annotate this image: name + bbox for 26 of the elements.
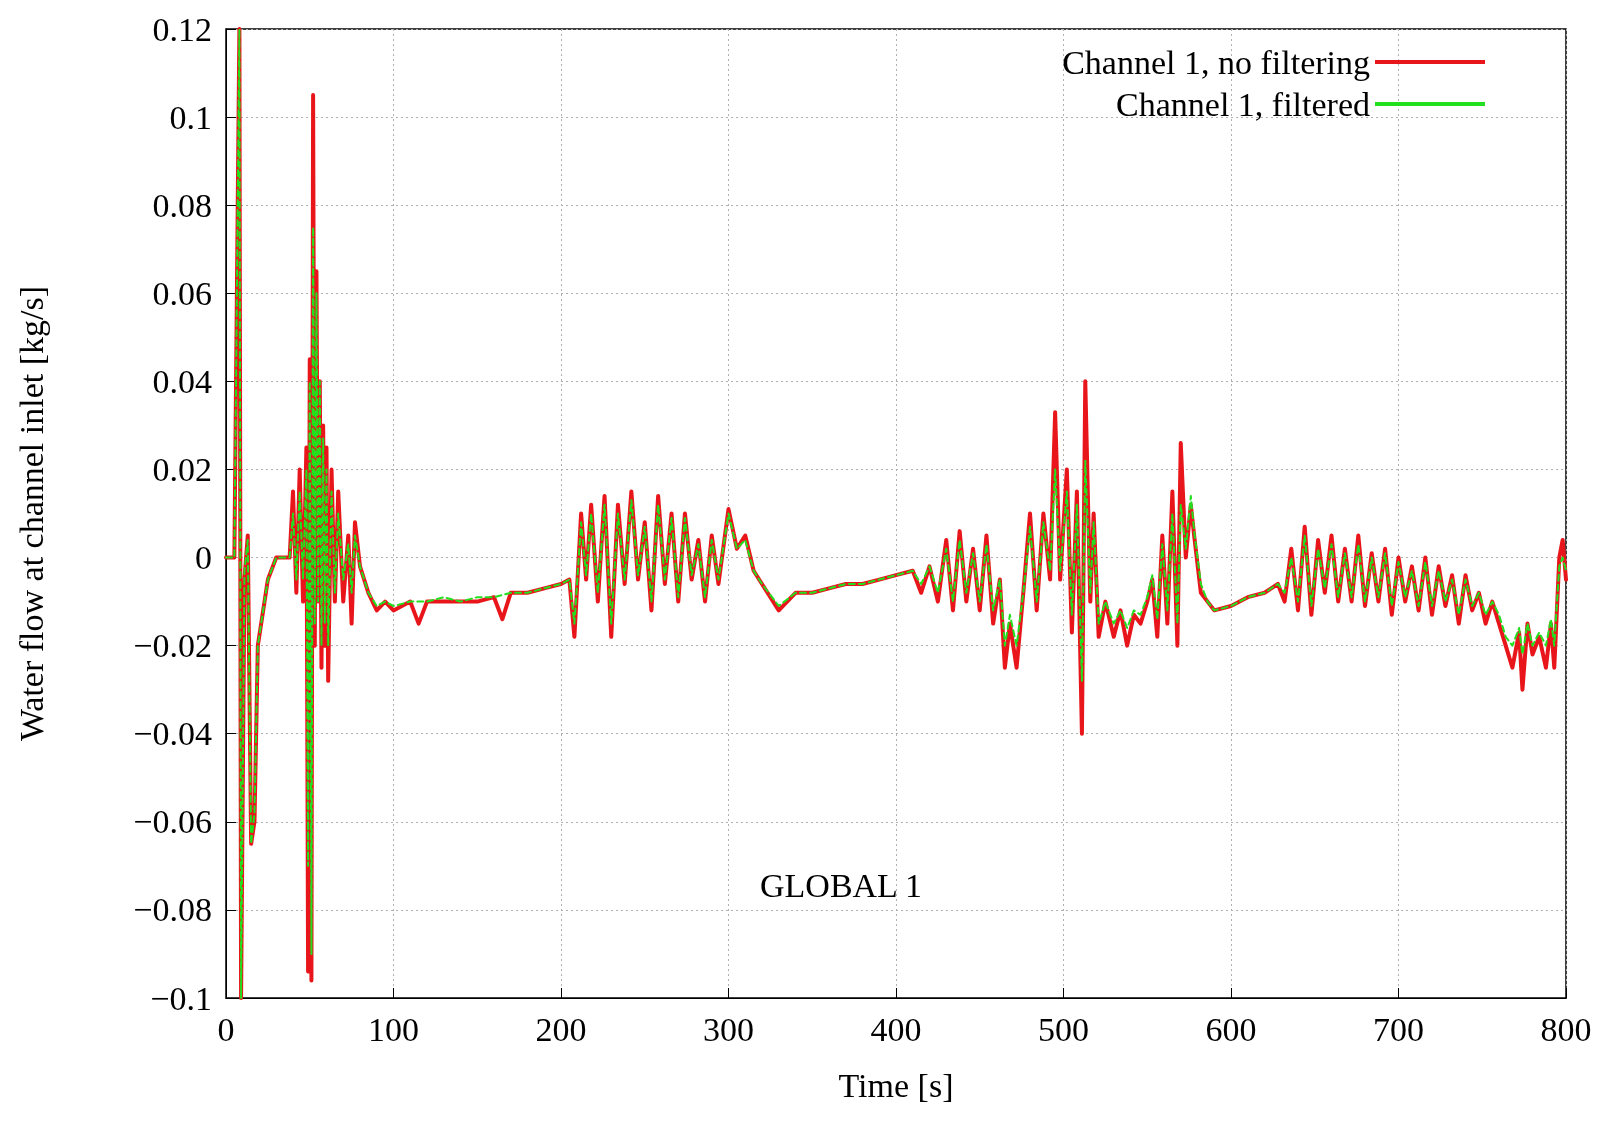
y-tick-label: −0.06 (133, 803, 212, 841)
x-tick-label: 700 (1373, 1010, 1424, 1048)
x-tick-label: 400 (870, 1010, 922, 1048)
legend-label: Channel 1, filtered (1116, 85, 1370, 123)
x-tick-label: 600 (1205, 1010, 1257, 1048)
y-tick-label: 0 (195, 539, 212, 577)
y-axis-title: Water flow at channel inlet [kg/s] (12, 285, 50, 742)
legend-label: Channel 1, no filtering (1062, 43, 1370, 81)
x-axis-title: Time [s] (838, 1066, 954, 1104)
y-tick-label: −0.08 (133, 891, 212, 929)
y-tick-label: −0.02 (133, 627, 212, 665)
y-tick-label: 0.1 (169, 98, 212, 136)
y-tick-label: 0.06 (152, 274, 212, 312)
annotation: GLOBAL 1 (760, 866, 923, 904)
x-tick-label: 500 (1038, 1010, 1089, 1048)
x-tick-label: 800 (1540, 1010, 1592, 1048)
x-tick-label: 200 (535, 1010, 587, 1048)
x-tick-label: 100 (368, 1010, 419, 1048)
y-tick-label: −0.04 (133, 715, 212, 753)
y-tick-label: 0.12 (152, 10, 212, 48)
y-tick-label: 0.02 (152, 450, 212, 488)
y-tick-label: 0.04 (152, 362, 212, 400)
x-tick-label: 0 (217, 1010, 235, 1048)
y-tick-label: 0.08 (152, 186, 212, 224)
x-tick-label: 300 (703, 1010, 754, 1048)
y-tick-label: −0.1 (150, 979, 212, 1017)
